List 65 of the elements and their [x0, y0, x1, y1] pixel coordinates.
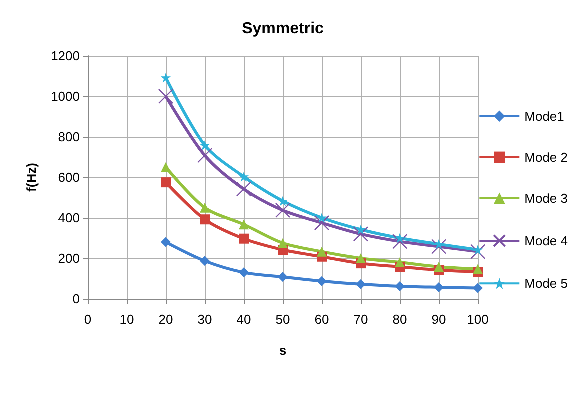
point — [158, 88, 174, 104]
point — [317, 276, 327, 286]
y-tick-label: 800 — [58, 130, 80, 144]
point — [278, 196, 288, 206]
x-tick-label: 90 — [432, 312, 446, 327]
x-tick-label: 20 — [158, 312, 174, 327]
point — [434, 282, 444, 292]
point — [353, 226, 369, 242]
point — [200, 202, 210, 213]
point — [161, 72, 171, 83]
x-tick-label: 40 — [236, 312, 252, 327]
point — [197, 148, 213, 164]
point — [278, 272, 288, 282]
y-tick-label: 1000 — [51, 89, 80, 104]
x-tick-label: 60 — [314, 312, 330, 327]
legend-label: Mode 3 — [524, 190, 568, 206]
point — [356, 254, 366, 264]
point — [278, 238, 288, 248]
x-tick-label: 0 — [84, 312, 92, 327]
point — [161, 237, 171, 248]
point — [473, 244, 483, 255]
point — [200, 256, 210, 266]
point — [317, 246, 327, 257]
point — [317, 213, 327, 223]
x-tick-label: 80 — [392, 312, 408, 327]
point — [392, 234, 408, 250]
point — [239, 234, 249, 244]
point — [200, 140, 210, 151]
point — [200, 214, 210, 225]
y-tick-label: 400 — [58, 210, 80, 226]
point — [356, 224, 366, 235]
point — [236, 182, 252, 197]
point — [239, 268, 249, 278]
point — [434, 239, 444, 250]
point — [239, 172, 249, 182]
point — [239, 220, 249, 230]
y-tick-label: 0 — [72, 292, 80, 306]
chart-title: Symmetric — [242, 20, 324, 38]
point — [356, 279, 366, 290]
point — [314, 215, 330, 231]
legend-label: Mode 5 — [524, 276, 568, 292]
legend-label: Mode 4 — [524, 234, 568, 248]
y-tick-label: 200 — [58, 251, 80, 266]
x-tick-label: 30 — [198, 312, 212, 327]
point — [395, 233, 405, 244]
point — [473, 264, 483, 274]
legend-label: Mode 2 — [524, 150, 568, 165]
point — [395, 258, 405, 268]
legend-label: Mode1 — [524, 108, 564, 124]
x-tick-label: 10 — [120, 312, 134, 327]
x-tick-label: 50 — [276, 312, 290, 327]
point — [161, 178, 171, 188]
y-axis-title: f(Hz) — [24, 163, 39, 192]
y-tick-label: 1200 — [51, 48, 80, 64]
point — [473, 283, 483, 294]
point — [434, 262, 444, 272]
point — [275, 202, 291, 218]
point — [161, 162, 171, 172]
x-tick-label: 70 — [354, 312, 368, 327]
x-tick-label: 100 — [467, 312, 489, 327]
point — [431, 239, 447, 254]
point — [470, 244, 486, 260]
y-tick-label: 600 — [58, 170, 80, 185]
point — [395, 281, 405, 292]
x-axis-title: s — [279, 343, 287, 358]
